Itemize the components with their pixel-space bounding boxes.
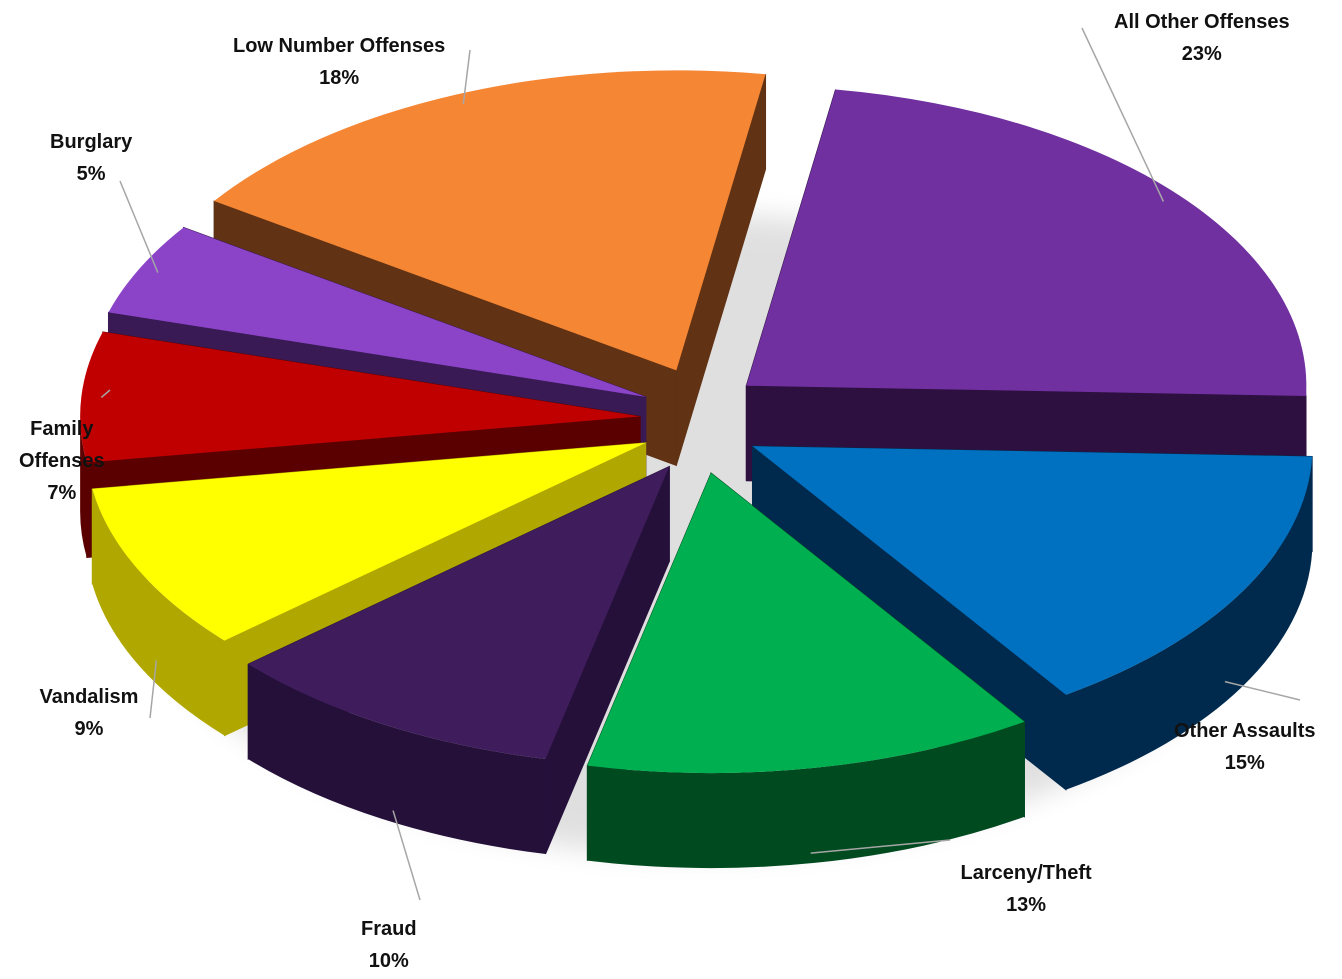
leader-line (119, 180, 159, 273)
slice-label-percent: 10% (368, 950, 409, 972)
slice-side (587, 721, 1025, 869)
leader-line (462, 49, 471, 104)
slice-label: Vandalism 9% (40, 681, 139, 745)
leader-line (149, 660, 158, 719)
pie-slice-other-assaults (751, 445, 1313, 791)
pie-slice-all-other-offenses (745, 89, 1307, 492)
slice-label-name: Burglary (50, 131, 133, 153)
slice-label-name: All Other Offenses (1114, 11, 1290, 33)
slice-side (248, 664, 546, 854)
slice-label-name: Low Number Offenses (233, 35, 446, 57)
slice-top (587, 473, 1025, 774)
slice-label: All Other Offenses 23% (1114, 6, 1290, 70)
slice-label-percent: 9% (74, 718, 104, 740)
slice-label-percent: 7% (47, 482, 77, 504)
slice-top (214, 70, 766, 371)
slice-label: Burglary 5% (50, 126, 132, 190)
slice-label: Low Number Offenses 18% (233, 30, 445, 94)
slice-side (1065, 456, 1313, 790)
leader-line (392, 810, 421, 901)
slice-top (108, 227, 646, 397)
slice-label-name: Family (30, 418, 94, 440)
slice-side (92, 488, 225, 736)
leader-line (1224, 680, 1301, 701)
slice-top (80, 331, 641, 463)
slice-top (248, 466, 670, 759)
slice-label: Family Offenses 7% (19, 413, 105, 509)
slice-label-percent: 5% (76, 163, 106, 185)
slice-label-name: Larceny/Theft (960, 862, 1092, 884)
slice-label-percent: 18% (319, 67, 360, 89)
slice-label-percent: 15% (1224, 752, 1265, 774)
leader-line (810, 839, 951, 854)
slice-side (80, 416, 87, 558)
slice-label: Other Assaults 15% (1174, 715, 1316, 779)
leader-line (100, 389, 111, 398)
slice-label-percent: 13% (1006, 894, 1047, 916)
slice-top (746, 89, 1307, 396)
leader-line (1081, 27, 1165, 202)
slice-label: Fraud 10% (361, 913, 417, 977)
slice-label-name: Offenses (19, 450, 105, 472)
slice-label-name: Other Assaults (1174, 720, 1316, 742)
slice-label: Larceny/Theft 13% (961, 857, 1092, 921)
slice-label-percent: 23% (1181, 43, 1222, 65)
slice-label-name: Vandalism (39, 686, 139, 708)
pie-slice-fraud (247, 465, 670, 855)
slice-top (92, 442, 646, 641)
slice-top (752, 446, 1313, 695)
pie-slice-larceny-theft (586, 472, 1025, 869)
slice-label-name: Fraud (361, 918, 417, 940)
